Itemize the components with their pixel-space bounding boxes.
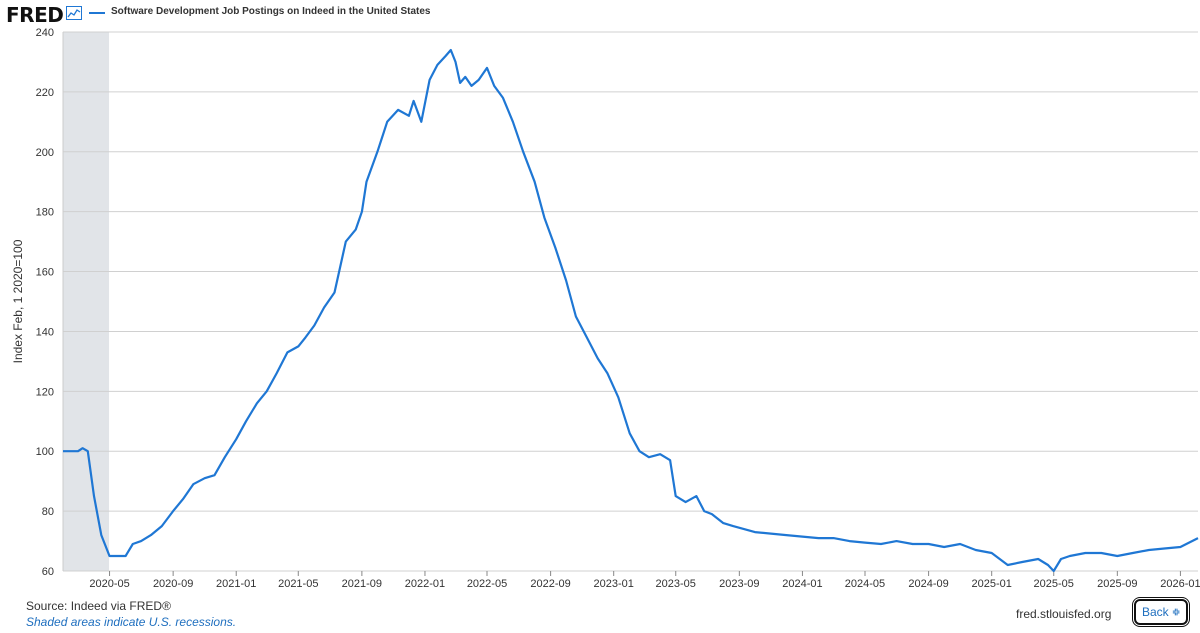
x-tick-label: 2021-09 xyxy=(342,578,382,590)
x-tick-label: 2026-01 xyxy=(1160,578,1200,590)
y-tick-label: 200 xyxy=(36,147,54,159)
chart-header: FRED Software Development Job Postings o… xyxy=(0,0,1200,28)
x-tick-label: 2025-05 xyxy=(1034,578,1074,590)
y-tick-label: 80 xyxy=(42,506,54,518)
y-axis-ticks: 60 80 100 120 140 160 180 200 220 240 xyxy=(36,27,54,578)
x-tick-label: 2021-05 xyxy=(278,578,318,590)
y-tick-label: 60 xyxy=(42,566,54,578)
back-button-label: Back xyxy=(1142,605,1169,619)
y-tick-label: 100 xyxy=(36,446,54,458)
collapse-icon xyxy=(1172,608,1180,616)
site-url[interactable]: fred.stlouisfed.org xyxy=(1016,607,1112,621)
back-button[interactable]: Back xyxy=(1134,599,1188,625)
y-tick-label: 120 xyxy=(36,386,54,398)
x-tick-label: 2022-01 xyxy=(405,578,445,590)
x-tick-label: 2024-09 xyxy=(908,578,948,590)
x-tick-label: 2024-05 xyxy=(845,578,885,590)
x-axis-ticks: 2020-05 2020-09 2021-01 2021-05 2021-09 2022-… xyxy=(89,571,1200,590)
x-tick-label: 2021-01 xyxy=(216,578,256,590)
x-tick-label: 2023-09 xyxy=(719,578,759,590)
x-tick-label: 2020-05 xyxy=(89,578,129,590)
x-tick-label: 2020-09 xyxy=(153,578,193,590)
x-tick-label: 2025-01 xyxy=(971,578,1011,590)
chart-title: Software Development Job Postings on Ind… xyxy=(111,6,431,17)
grid-lines xyxy=(62,31,1198,572)
source-note: Source: Indeed via FRED® xyxy=(26,599,171,613)
y-tick-label: 220 xyxy=(36,87,54,99)
legend-swatch xyxy=(89,12,105,14)
x-tick-label: 2023-05 xyxy=(656,578,696,590)
x-tick-label: 2023-01 xyxy=(594,578,634,590)
y-tick-label: 160 xyxy=(36,267,54,279)
y-tick-label: 180 xyxy=(36,207,54,219)
recession-shading-group xyxy=(63,32,110,571)
y-tick-label: 140 xyxy=(36,326,54,338)
x-tick-label: 2022-09 xyxy=(530,578,570,590)
y-tick-label: 240 xyxy=(36,27,54,39)
series-group xyxy=(63,48,1199,573)
chart-trend-icon xyxy=(66,6,82,20)
x-tick-label: 2022-05 xyxy=(467,578,507,590)
recession-note[interactable]: Shaded areas indicate U.S. recessions. xyxy=(26,615,237,629)
series-line[interactable] xyxy=(63,48,1199,573)
x-tick-label: 2024-01 xyxy=(782,578,822,590)
x-tick-label: 2025-09 xyxy=(1097,578,1137,590)
fred-logo[interactable]: FRED xyxy=(6,3,64,27)
y-axis-label: Index Feb, 1 2020=100 xyxy=(11,239,25,363)
recession-band xyxy=(63,32,110,571)
